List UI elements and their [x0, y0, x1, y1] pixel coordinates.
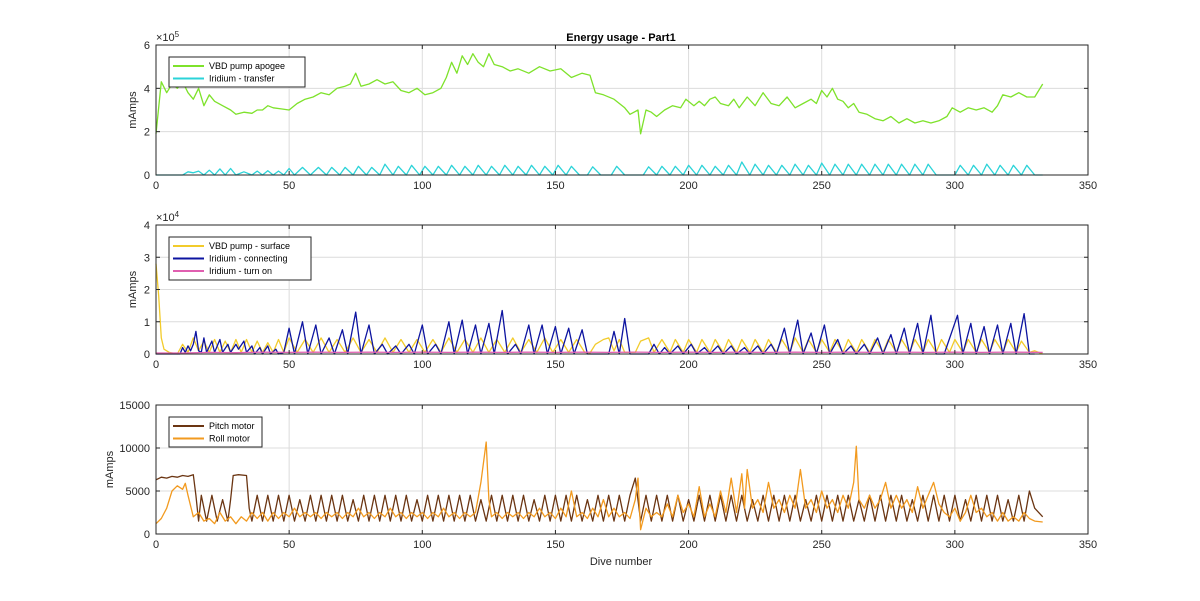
- y-tick-label: 4: [144, 220, 150, 232]
- y-exponent-base: ×10: [156, 32, 175, 44]
- x-tick-label: 150: [546, 359, 564, 371]
- legend-entry: Pitch motor: [209, 421, 255, 431]
- series-line-3: [156, 351, 1043, 354]
- y-tick-label: 2: [144, 127, 150, 139]
- y-exponent-power: 4: [175, 210, 180, 219]
- x-tick-label: 0: [153, 359, 159, 371]
- x-tick-label: 350: [1079, 359, 1097, 371]
- y-tick-label: 10000: [119, 443, 150, 455]
- legend: VBD pump - surface Iridium - connecting Ir…: [168, 236, 312, 281]
- y-tick-label: 0: [144, 529, 150, 541]
- y-exponent-power: 5: [175, 30, 180, 39]
- y-tick-label: 4: [144, 83, 150, 95]
- panel-3: 0 50 100 150 200 250 300 350 0 5000 10000 15000 mAmp…: [104, 400, 1097, 551]
- y-axis-label: mAmps: [104, 450, 116, 488]
- series-line-1: [155, 474, 1044, 522]
- y-exponent-base: ×10: [156, 212, 175, 224]
- y-tick-label: 2: [144, 285, 150, 297]
- y-axis-label: mAmps: [127, 270, 139, 308]
- legend: VBD pump apogee Iridium - transfer: [168, 56, 306, 88]
- x-tick-label: 0: [153, 539, 159, 551]
- x-tick-label: 100: [413, 359, 431, 371]
- legend-entry: VBD pump apogee: [209, 61, 285, 71]
- legend-box: [168, 56, 306, 88]
- x-tick-label: 300: [946, 539, 964, 551]
- axes-box: [155, 404, 1089, 535]
- axes-box: [155, 44, 1089, 176]
- legend-entry: Iridium - turn on: [209, 266, 272, 276]
- figure-title: Energy usage - Part1: [566, 32, 675, 44]
- x-tick-label: 50: [283, 359, 295, 371]
- y-tick-label: 0: [144, 349, 150, 361]
- x-tick-label: 250: [813, 180, 831, 192]
- plot-area: [156, 405, 1088, 534]
- x-tick-label: 250: [813, 359, 831, 371]
- legend-entry: Iridium - connecting: [209, 254, 288, 264]
- y-exponent-label: ×105: [156, 30, 180, 44]
- y-tick-label: 6: [144, 40, 150, 52]
- legend-box: [168, 416, 263, 448]
- legend: Pitch motor Roll motor: [168, 416, 263, 448]
- x-tick-label: 150: [546, 180, 564, 192]
- x-tick-label: 200: [679, 359, 697, 371]
- panel-1: 0 50 100 150 200 250 300 350 0 2 4 6 ×105 mAmps VBD pu…: [127, 30, 1097, 192]
- x-tick-label: 100: [413, 180, 431, 192]
- x-tick-label: 200: [679, 180, 697, 192]
- y-axis-label: mAmps: [127, 91, 139, 129]
- y-tick-label: 5000: [126, 486, 150, 498]
- series-line-2: [155, 441, 1043, 531]
- x-tick-label: 250: [813, 539, 831, 551]
- x-tick-label: 0: [153, 180, 159, 192]
- x-tick-label: 350: [1079, 539, 1097, 551]
- series-line-1: [155, 53, 1044, 135]
- y-tick-label: 15000: [119, 400, 150, 412]
- x-tick-label: 50: [283, 180, 295, 192]
- x-tick-label: 300: [946, 180, 964, 192]
- x-tick-label: 50: [283, 539, 295, 551]
- y-tick-label: 3: [144, 252, 150, 264]
- plot-area: [156, 45, 1088, 175]
- legend-entry: Roll motor: [209, 434, 250, 444]
- y-tick-label: 1: [144, 317, 150, 329]
- x-axis-label: Dive number: [590, 556, 653, 568]
- legend-entry: Iridium - transfer: [209, 74, 275, 84]
- x-tick-label: 100: [413, 539, 431, 551]
- x-tick-label: 300: [946, 359, 964, 371]
- x-tick-label: 200: [679, 539, 697, 551]
- x-tick-label: 350: [1079, 180, 1097, 192]
- legend-entry: VBD pump - surface: [209, 241, 290, 251]
- y-exponent-label: ×104: [156, 210, 180, 224]
- x-tick-label: 150: [546, 539, 564, 551]
- y-tick-label: 0: [144, 170, 150, 182]
